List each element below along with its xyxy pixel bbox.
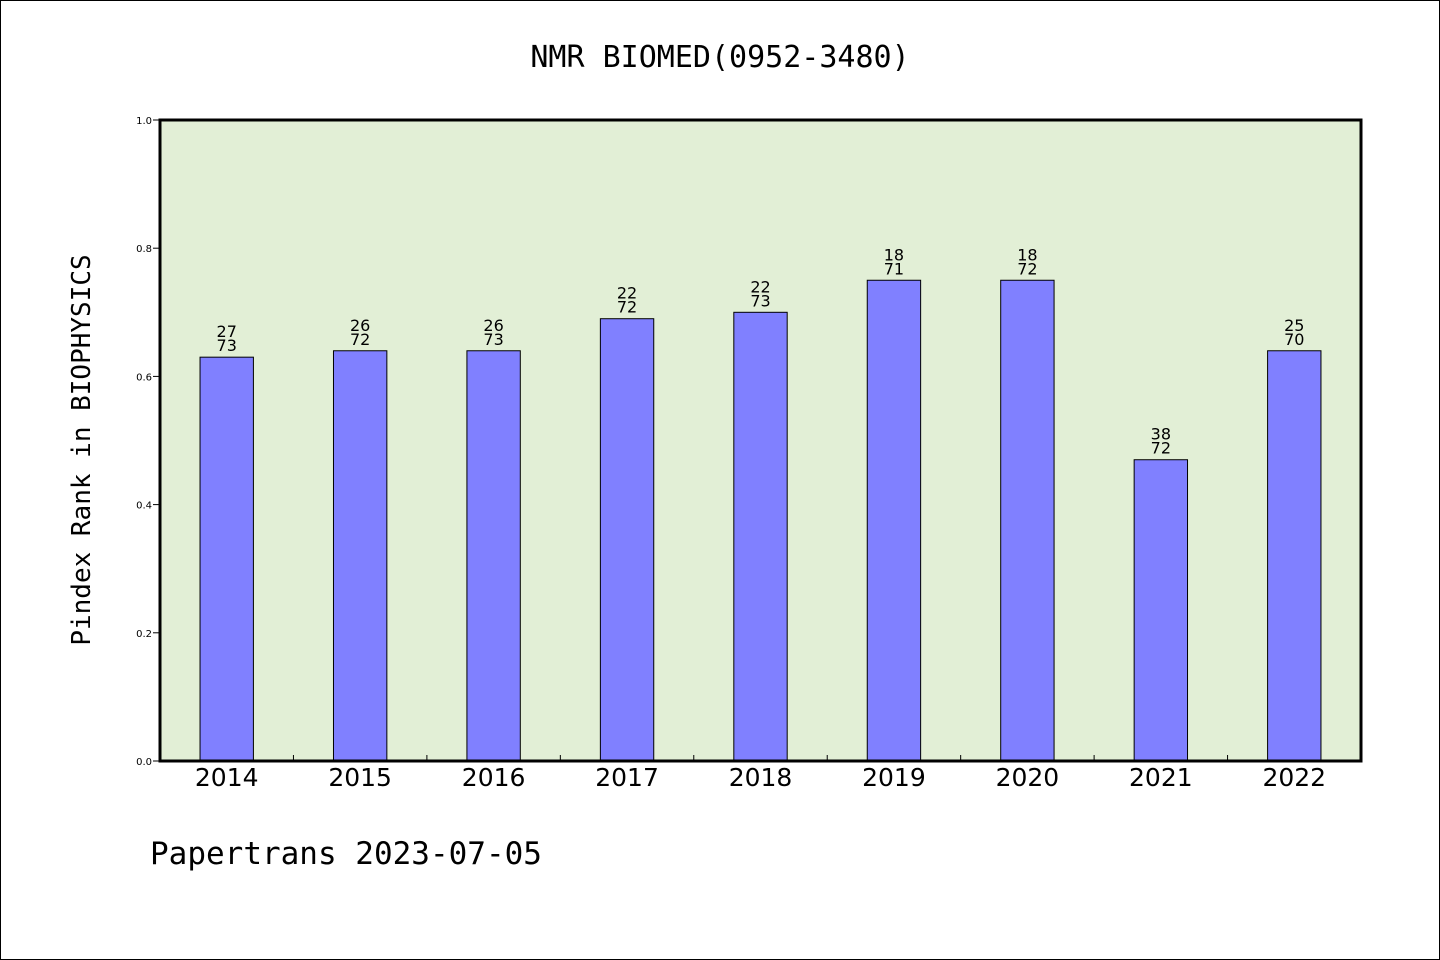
bar-2019 [866,279,922,762]
bar-label-total: 72 [350,330,370,349]
plot-frame [158,118,1363,763]
footer-credit: Papertrans 2023-07-05 [150,836,542,872]
bar-label-total: 71 [884,259,904,278]
bar-label-rank: 18 [1017,245,1037,264]
bar-label-rank: 25 [1284,316,1304,335]
y-tick-label: 0.4 [136,501,152,512]
x-tick-label: 2017 [595,763,659,792]
chart-title: NMR BIOMED(0952-3480) [530,40,909,75]
bars-group [199,279,1322,762]
bar-2018 [733,311,788,762]
x-tick-label: 2018 [729,763,793,792]
bar-label-total: 73 [217,336,237,355]
x-axis: 2014 2015 2016 2017 2018 2019 2020 2021 2022 [195,755,1326,792]
bar-label-total: 73 [750,291,770,310]
bar-2021 [1133,459,1189,762]
x-tick-label: 2014 [195,763,259,792]
x-tick-label: 2019 [862,763,926,792]
bar-label-total: 73 [483,330,503,349]
bar-label-rank: 22 [750,277,770,296]
y-tick-label: 0.2 [136,629,152,640]
bar-label-rank: 26 [483,316,503,335]
x-tick-label: 2015 [328,763,392,792]
bar-label-total: 70 [1284,330,1304,349]
bar-label-total: 72 [1151,439,1171,458]
bar-2015 [332,350,388,762]
x-tick-label: 2022 [1262,763,1326,792]
y-tick-label: 0.8 [136,244,152,255]
x-tick-label: 2016 [462,763,526,792]
bar-label-rank: 18 [884,245,904,264]
bar-label-rank: 22 [617,284,637,303]
bar-label-total: 72 [1017,259,1037,278]
bar-label-rank: 27 [217,322,237,341]
bar-label-rank: 38 [1151,425,1171,444]
x-tick-label: 2021 [1129,763,1193,792]
bar-2017 [599,318,655,762]
y-axis-label: Pindex Rank in BIOPHYSICS [67,254,97,645]
x-tick-label: 2020 [996,763,1060,792]
y-tick-label: 0.6 [136,372,152,383]
bar-2016 [466,350,521,762]
bar-2014 [199,356,254,762]
y-tick-label: 0.0 [136,757,152,768]
y-tick-label: 1.0 [136,116,152,127]
bar-label-total: 72 [617,298,637,317]
bar-label-rank: 26 [350,316,370,335]
y-axis: 0.0 0.2 0.4 0.6 0.8 1.0 [136,116,160,768]
bar-2020 [1000,279,1055,762]
bar-2022 [1267,350,1322,762]
